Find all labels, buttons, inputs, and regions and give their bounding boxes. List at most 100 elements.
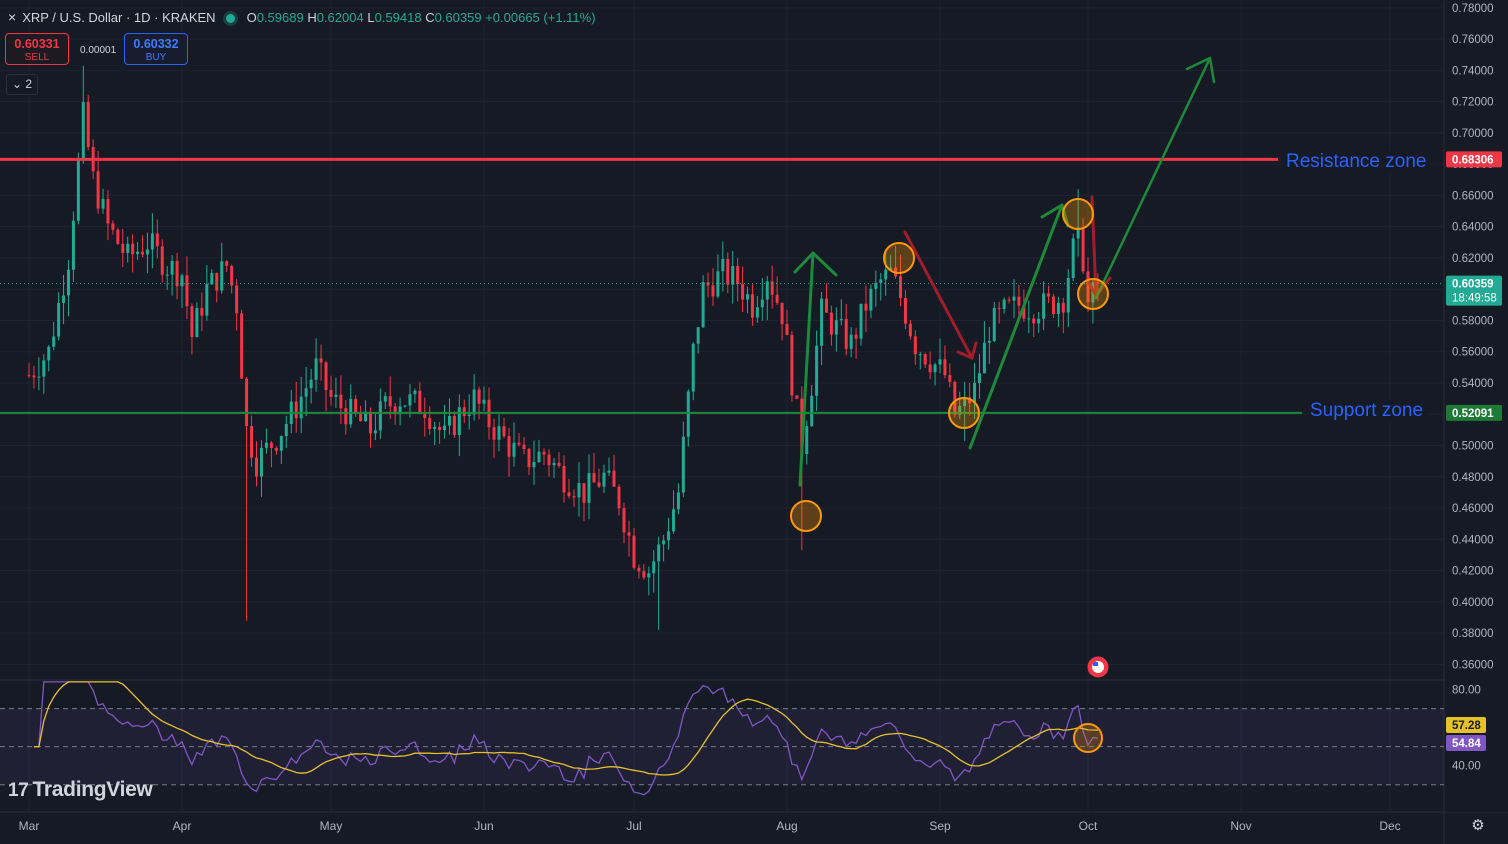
- symbol-title[interactable]: XRP / U.S. Dollar · 1D · KRAKEN: [22, 10, 216, 25]
- candle-body: [647, 573, 651, 578]
- sell-label: SELL: [24, 52, 50, 63]
- price-tick-label: 0.38000: [1452, 628, 1494, 640]
- candle-body: [274, 447, 278, 451]
- candle-body: [1051, 296, 1055, 314]
- candle-body: [200, 308, 204, 316]
- candle-body: [741, 284, 745, 300]
- indicators-collapse-button[interactable]: ⌄ 2: [6, 74, 38, 95]
- candle-body: [522, 444, 526, 450]
- tradingview-logo[interactable]: 17 TradingView: [8, 778, 153, 802]
- candle-body: [547, 454, 551, 466]
- resistance-price-tag-bg: [1446, 151, 1502, 168]
- candle-body: [829, 312, 833, 335]
- time-tick-label: Jul: [626, 819, 641, 833]
- candle-body: [111, 223, 115, 230]
- candle-body: [844, 318, 848, 349]
- buy-button[interactable]: 0.60332 BUY: [124, 33, 188, 65]
- price-tick-label: 0.46000: [1452, 503, 1494, 515]
- time-tick-label: Oct: [1079, 819, 1098, 833]
- settings-icon[interactable]: ⚙: [1471, 817, 1485, 834]
- candle-body: [746, 294, 750, 300]
- candle-body: [136, 251, 140, 255]
- candle-body: [864, 303, 868, 311]
- candle-body: [958, 406, 962, 415]
- sell-price: 0.60331: [14, 37, 60, 51]
- candle-body: [785, 324, 789, 335]
- buy-price: 0.60332: [133, 37, 179, 51]
- sell-button[interactable]: 0.60331 SELL: [5, 33, 69, 65]
- candle-body: [805, 426, 809, 455]
- candle-body: [235, 285, 239, 314]
- candle-body: [155, 233, 159, 247]
- candle-body: [696, 327, 700, 344]
- candle-body: [681, 436, 685, 493]
- price-tick-label: 0.58000: [1452, 315, 1494, 327]
- close-icon[interactable]: ×: [8, 9, 17, 25]
- candle-body: [607, 470, 611, 473]
- rsi-value-tag-bg: [1446, 735, 1486, 751]
- candle-body: [627, 532, 631, 536]
- time-tick-label: Sep: [929, 819, 951, 833]
- resistance-zone-label[interactable]: Resistance zone: [1282, 151, 1431, 173]
- candle-body: [938, 359, 942, 365]
- candle-body: [597, 482, 601, 487]
- target-arrow-head: [1185, 56, 1216, 84]
- candle-body: [582, 483, 586, 503]
- candle-body: [824, 298, 828, 313]
- highlight-circle: [883, 242, 915, 274]
- support-zone-label[interactable]: Support zone: [1306, 400, 1428, 422]
- candle-body: [859, 303, 863, 339]
- price-tick-label: 0.66000: [1452, 190, 1494, 202]
- last-price-tag-countdown: 18:49:58: [1452, 293, 1497, 305]
- time-tick-label: Jun: [474, 819, 493, 833]
- candle-body: [220, 261, 224, 291]
- price-tick-label: 0.36000: [1452, 659, 1494, 671]
- open-value: 0.59689: [256, 10, 304, 25]
- candle-body: [269, 442, 273, 448]
- time-tick-label: Aug: [776, 819, 797, 833]
- candle-body: [572, 496, 576, 498]
- candle-body: [324, 362, 328, 391]
- candle-body: [1056, 302, 1060, 314]
- candle-body: [378, 401, 382, 431]
- candle-body: [408, 394, 412, 406]
- rsi-value-tag: 54.84: [1452, 738, 1481, 750]
- candle-body: [175, 260, 179, 287]
- candle-body: [81, 102, 85, 159]
- candle-body: [393, 406, 397, 415]
- candle-body: [368, 411, 372, 434]
- candle-body: [923, 354, 927, 365]
- candle-body: [443, 425, 447, 431]
- candle-body: [1047, 293, 1051, 297]
- candle-body: [1032, 318, 1036, 324]
- candle-body: [750, 294, 754, 318]
- candle-body: [250, 426, 254, 458]
- candle-body: [284, 423, 288, 437]
- candle-body: [517, 442, 521, 445]
- candle-body: [617, 486, 621, 509]
- candle-body: [428, 418, 432, 429]
- candle-body: [973, 382, 977, 404]
- candle-body: [1022, 305, 1026, 319]
- candle-body: [1066, 278, 1070, 313]
- rsi-ma-value-tag-bg: [1446, 717, 1486, 733]
- candle-body: [879, 279, 883, 283]
- candle-body: [997, 307, 1001, 309]
- price-tick-label: 0.70000: [1452, 128, 1494, 140]
- down-arrow-shaft: [903, 230, 974, 360]
- candle-body: [344, 408, 348, 425]
- price-tick-label: 0.76000: [1452, 34, 1494, 46]
- candle-body: [47, 346, 51, 361]
- candle-body: [240, 313, 244, 379]
- candle-body: [1017, 296, 1021, 306]
- candle-body: [349, 398, 353, 425]
- candle-body: [1086, 271, 1090, 303]
- candle-body: [731, 266, 735, 285]
- rsi-tick-label: 80.00: [1452, 685, 1481, 697]
- candle-body: [820, 298, 824, 346]
- candle-body: [899, 276, 903, 298]
- time-tick-label: Mar: [19, 819, 40, 833]
- candle-body: [37, 376, 41, 378]
